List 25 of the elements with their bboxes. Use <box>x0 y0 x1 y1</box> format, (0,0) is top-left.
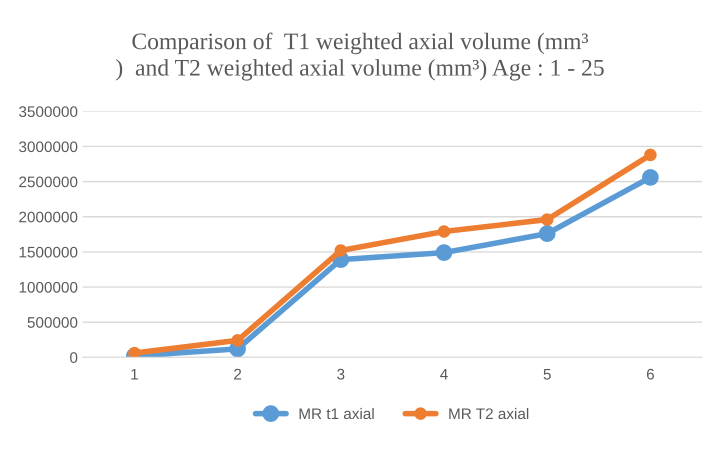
legend-label: MR T2 axial <box>449 408 528 420</box>
y-tick-label: 2000000 <box>19 212 78 222</box>
x-tick-label: 3 <box>337 368 344 380</box>
point <box>334 244 348 257</box>
y-tick-label: 1000000 <box>20 282 78 293</box>
y-tick-label: 3500000 <box>19 106 78 118</box>
chart-title: Comparison of T1 weighted axial volume (mm³ ) and T2 weighted axial volume (mm³) Age : 1 - 25 <box>116 32 604 81</box>
y-tick-label: 500000 <box>28 317 78 328</box>
y-tick-label: 2500000 <box>19 176 78 188</box>
point <box>644 148 657 162</box>
point <box>642 169 659 186</box>
point <box>438 225 450 238</box>
legend-label: MR t1 axial <box>300 408 374 420</box>
y-tick-label: 0 <box>70 352 78 363</box>
y-tick-label: 1500000 <box>20 246 78 258</box>
x-tick-label: 4 <box>440 368 448 380</box>
x-tick-label: 2 <box>234 368 242 380</box>
point <box>231 334 244 347</box>
x-tick-label: 5 <box>544 368 551 380</box>
y-tick-label: 3000000 <box>19 141 78 152</box>
point <box>436 244 452 261</box>
x-tick-label: 1 <box>131 368 138 380</box>
x-tick-label: 6 <box>646 368 654 380</box>
point <box>540 213 554 226</box>
point <box>538 225 556 242</box>
